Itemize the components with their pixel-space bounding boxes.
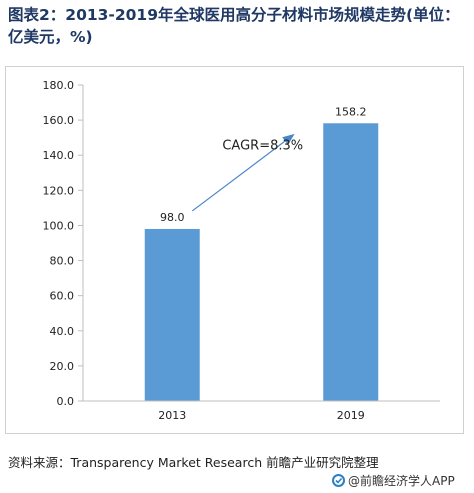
logo-text: @前瞻经济学人APP <box>348 474 455 488</box>
y-tick-label: 160.0 <box>43 114 75 127</box>
cagr-arrow <box>191 133 295 212</box>
y-axis: 0.0 20.0 40.0 60.0 80.0 100.0 120.0 140.0 160.0 1… <box>43 79 84 408</box>
y-tick-label: 80.0 <box>50 255 75 268</box>
bars: 98.0 158.2 <box>144 105 379 401</box>
y-tick-label: 40.0 <box>50 325 75 338</box>
bar-value-label: 158.2 <box>335 105 367 118</box>
y-tick-label: 100.0 <box>43 219 75 232</box>
y-tick-label: 0.0 <box>57 395 75 408</box>
y-tick-label: 20.0 <box>50 360 75 373</box>
logo-icon <box>332 474 345 487</box>
bar <box>323 123 379 401</box>
bar <box>144 228 200 401</box>
cagr-annotation: CAGR=8.3% <box>222 138 303 153</box>
chart-title: 图表2：2013-2019年全球医用高分子材料市场规模走势(单位：亿美元，%) <box>8 6 460 46</box>
publisher-logo: @前瞻经济学人APP <box>332 472 455 489</box>
y-tick-label: 140.0 <box>43 149 75 162</box>
x-tick-label: 2019 <box>337 409 365 422</box>
x-axis: 2013 2019 <box>83 400 440 422</box>
source-note: 资料来源：Transparency Market Research 前瞻产业研究… <box>8 455 379 470</box>
bar-value-label: 98.0 <box>160 211 185 224</box>
y-tick-label: 60.0 <box>50 290 75 303</box>
bar-chart: 0.0 20.0 40.0 60.0 80.0 100.0 120.0 140.0 160.0 1… <box>43 79 440 422</box>
x-tick-label: 2013 <box>158 409 186 422</box>
y-tick-label: 180.0 <box>43 79 75 92</box>
y-tick-label: 120.0 <box>43 184 75 197</box>
chart-area: 0.0 20.0 40.0 60.0 80.0 100.0 120.0 140.0 160.0 1… <box>5 66 464 434</box>
